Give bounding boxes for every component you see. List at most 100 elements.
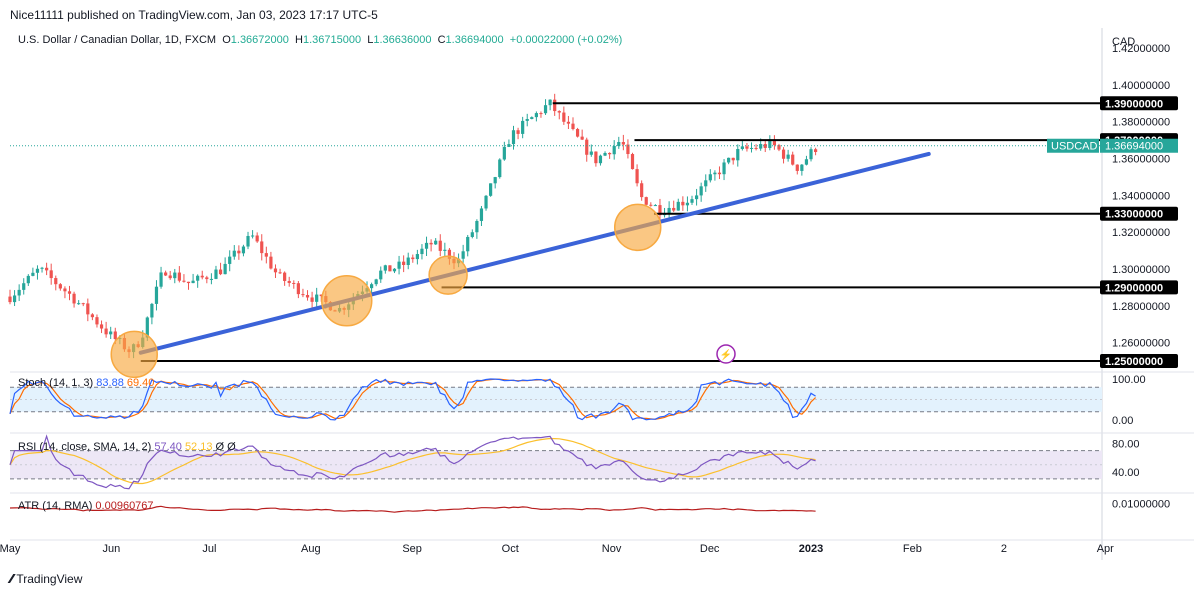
candle-body[interactable]	[791, 154, 795, 165]
highlight-circle[interactable]	[110, 330, 158, 379]
candle-body[interactable]	[685, 202, 690, 206]
candle-body[interactable]	[196, 275, 200, 281]
candle-body[interactable]	[617, 142, 621, 147]
candle-body[interactable]	[177, 272, 181, 281]
candle-body[interactable]	[154, 286, 159, 304]
candle-body[interactable]	[241, 246, 246, 254]
candle-body[interactable]	[795, 164, 799, 171]
candle-body[interactable]	[173, 272, 177, 279]
candle-body[interactable]	[502, 146, 506, 160]
candle-body[interactable]	[200, 275, 204, 278]
candle-body[interactable]	[31, 272, 35, 276]
candle-body[interactable]	[40, 267, 44, 269]
candle-body[interactable]	[575, 129, 580, 137]
candle-body[interactable]	[246, 235, 250, 247]
candle-body[interactable]	[543, 105, 548, 114]
candle-body[interactable]	[781, 149, 786, 159]
candle-body[interactable]	[672, 207, 676, 211]
candle-body[interactable]	[667, 207, 671, 214]
candle-body[interactable]	[145, 317, 149, 338]
candle-body[interactable]	[86, 303, 90, 315]
candle-body[interactable]	[310, 297, 314, 302]
candle-body[interactable]	[54, 278, 58, 285]
candle-body[interactable]	[447, 249, 452, 259]
candle-body[interactable]	[402, 261, 406, 265]
candle-body[interactable]	[260, 241, 264, 254]
candle-body[interactable]	[443, 249, 447, 251]
candle-body[interactable]	[72, 293, 76, 304]
candle-body[interactable]	[164, 272, 168, 276]
candle-body[interactable]	[809, 149, 813, 160]
candle-body[interactable]	[475, 220, 479, 233]
candle-body[interactable]	[77, 303, 81, 305]
candle-body[interactable]	[676, 201, 680, 211]
candle-body[interactable]	[727, 157, 731, 163]
candle-body[interactable]	[232, 250, 236, 257]
candle-body[interactable]	[283, 272, 287, 281]
candle-body[interactable]	[370, 284, 374, 289]
candle-body[interactable]	[22, 283, 26, 290]
candle-body[interactable]	[218, 269, 223, 275]
candle-body[interactable]	[759, 144, 763, 149]
candle-body[interactable]	[484, 195, 488, 209]
highlight-circle[interactable]	[428, 255, 468, 295]
event-icon[interactable]	[716, 344, 736, 364]
footer-brand[interactable]: ⁄⁄ TradingView	[10, 571, 82, 586]
candle-body[interactable]	[534, 113, 538, 118]
trendline[interactable]	[138, 151, 931, 355]
candle-body[interactable]	[278, 272, 282, 274]
candle-body[interactable]	[640, 183, 644, 198]
candle-body[interactable]	[383, 265, 387, 271]
candle-body[interactable]	[768, 139, 772, 148]
candle-body[interactable]	[58, 284, 62, 289]
candle-body[interactable]	[800, 164, 804, 171]
candle-body[interactable]	[264, 253, 268, 257]
candle-body[interactable]	[598, 155, 603, 164]
candle-body[interactable]	[17, 289, 21, 296]
candle-body[interactable]	[67, 291, 72, 294]
candle-body[interactable]	[717, 172, 722, 175]
candle-body[interactable]	[438, 240, 442, 251]
candle-body[interactable]	[397, 261, 401, 269]
candle-body[interactable]	[521, 120, 525, 134]
candle-body[interactable]	[99, 324, 104, 329]
candle-body[interactable]	[713, 172, 717, 175]
candle-body[interactable]	[8, 296, 12, 303]
candle-body[interactable]	[392, 268, 397, 272]
candle-body[interactable]	[223, 263, 227, 275]
candle-body[interactable]	[562, 112, 566, 122]
candle-body[interactable]	[470, 232, 474, 237]
candle-body[interactable]	[489, 183, 493, 196]
candle-body[interactable]	[319, 294, 323, 297]
candle-body[interactable]	[228, 256, 232, 264]
candle-body[interactable]	[209, 278, 213, 280]
candle-body[interactable]	[191, 280, 195, 284]
rsi-legend[interactable]: RSI (14, close, SMA, 14, 2) 57.40 52.13 …	[18, 441, 236, 453]
candle-body[interactable]	[374, 279, 378, 285]
candle-body[interactable]	[63, 288, 67, 292]
candle-body[interactable]	[612, 146, 616, 155]
candle-body[interactable]	[690, 199, 694, 203]
stoch-legend[interactable]: Stoch (14, 1, 3) 83.88 69.40	[18, 377, 154, 389]
candle-body[interactable]	[273, 268, 278, 273]
candle-body[interactable]	[694, 195, 699, 200]
candle-body[interactable]	[530, 117, 534, 120]
candle-body[interactable]	[26, 275, 30, 284]
candle-body[interactable]	[553, 99, 557, 112]
candle-body[interactable]	[644, 197, 648, 205]
candle-body[interactable]	[205, 277, 209, 280]
candle-body[interactable]	[493, 177, 497, 184]
candle-body[interactable]	[150, 303, 154, 318]
candle-body[interactable]	[740, 146, 744, 149]
candle-body[interactable]	[415, 254, 419, 260]
candle-body[interactable]	[466, 236, 470, 252]
candle-body[interactable]	[626, 144, 630, 155]
candle-body[interactable]	[81, 303, 85, 305]
candle-body[interactable]	[479, 208, 484, 221]
candle-body[interactable]	[186, 281, 191, 284]
candle-body[interactable]	[287, 280, 291, 283]
candle-body[interactable]	[722, 162, 726, 175]
candle-body[interactable]	[379, 270, 383, 280]
candle-body[interactable]	[621, 142, 625, 145]
candle-body[interactable]	[525, 119, 529, 121]
